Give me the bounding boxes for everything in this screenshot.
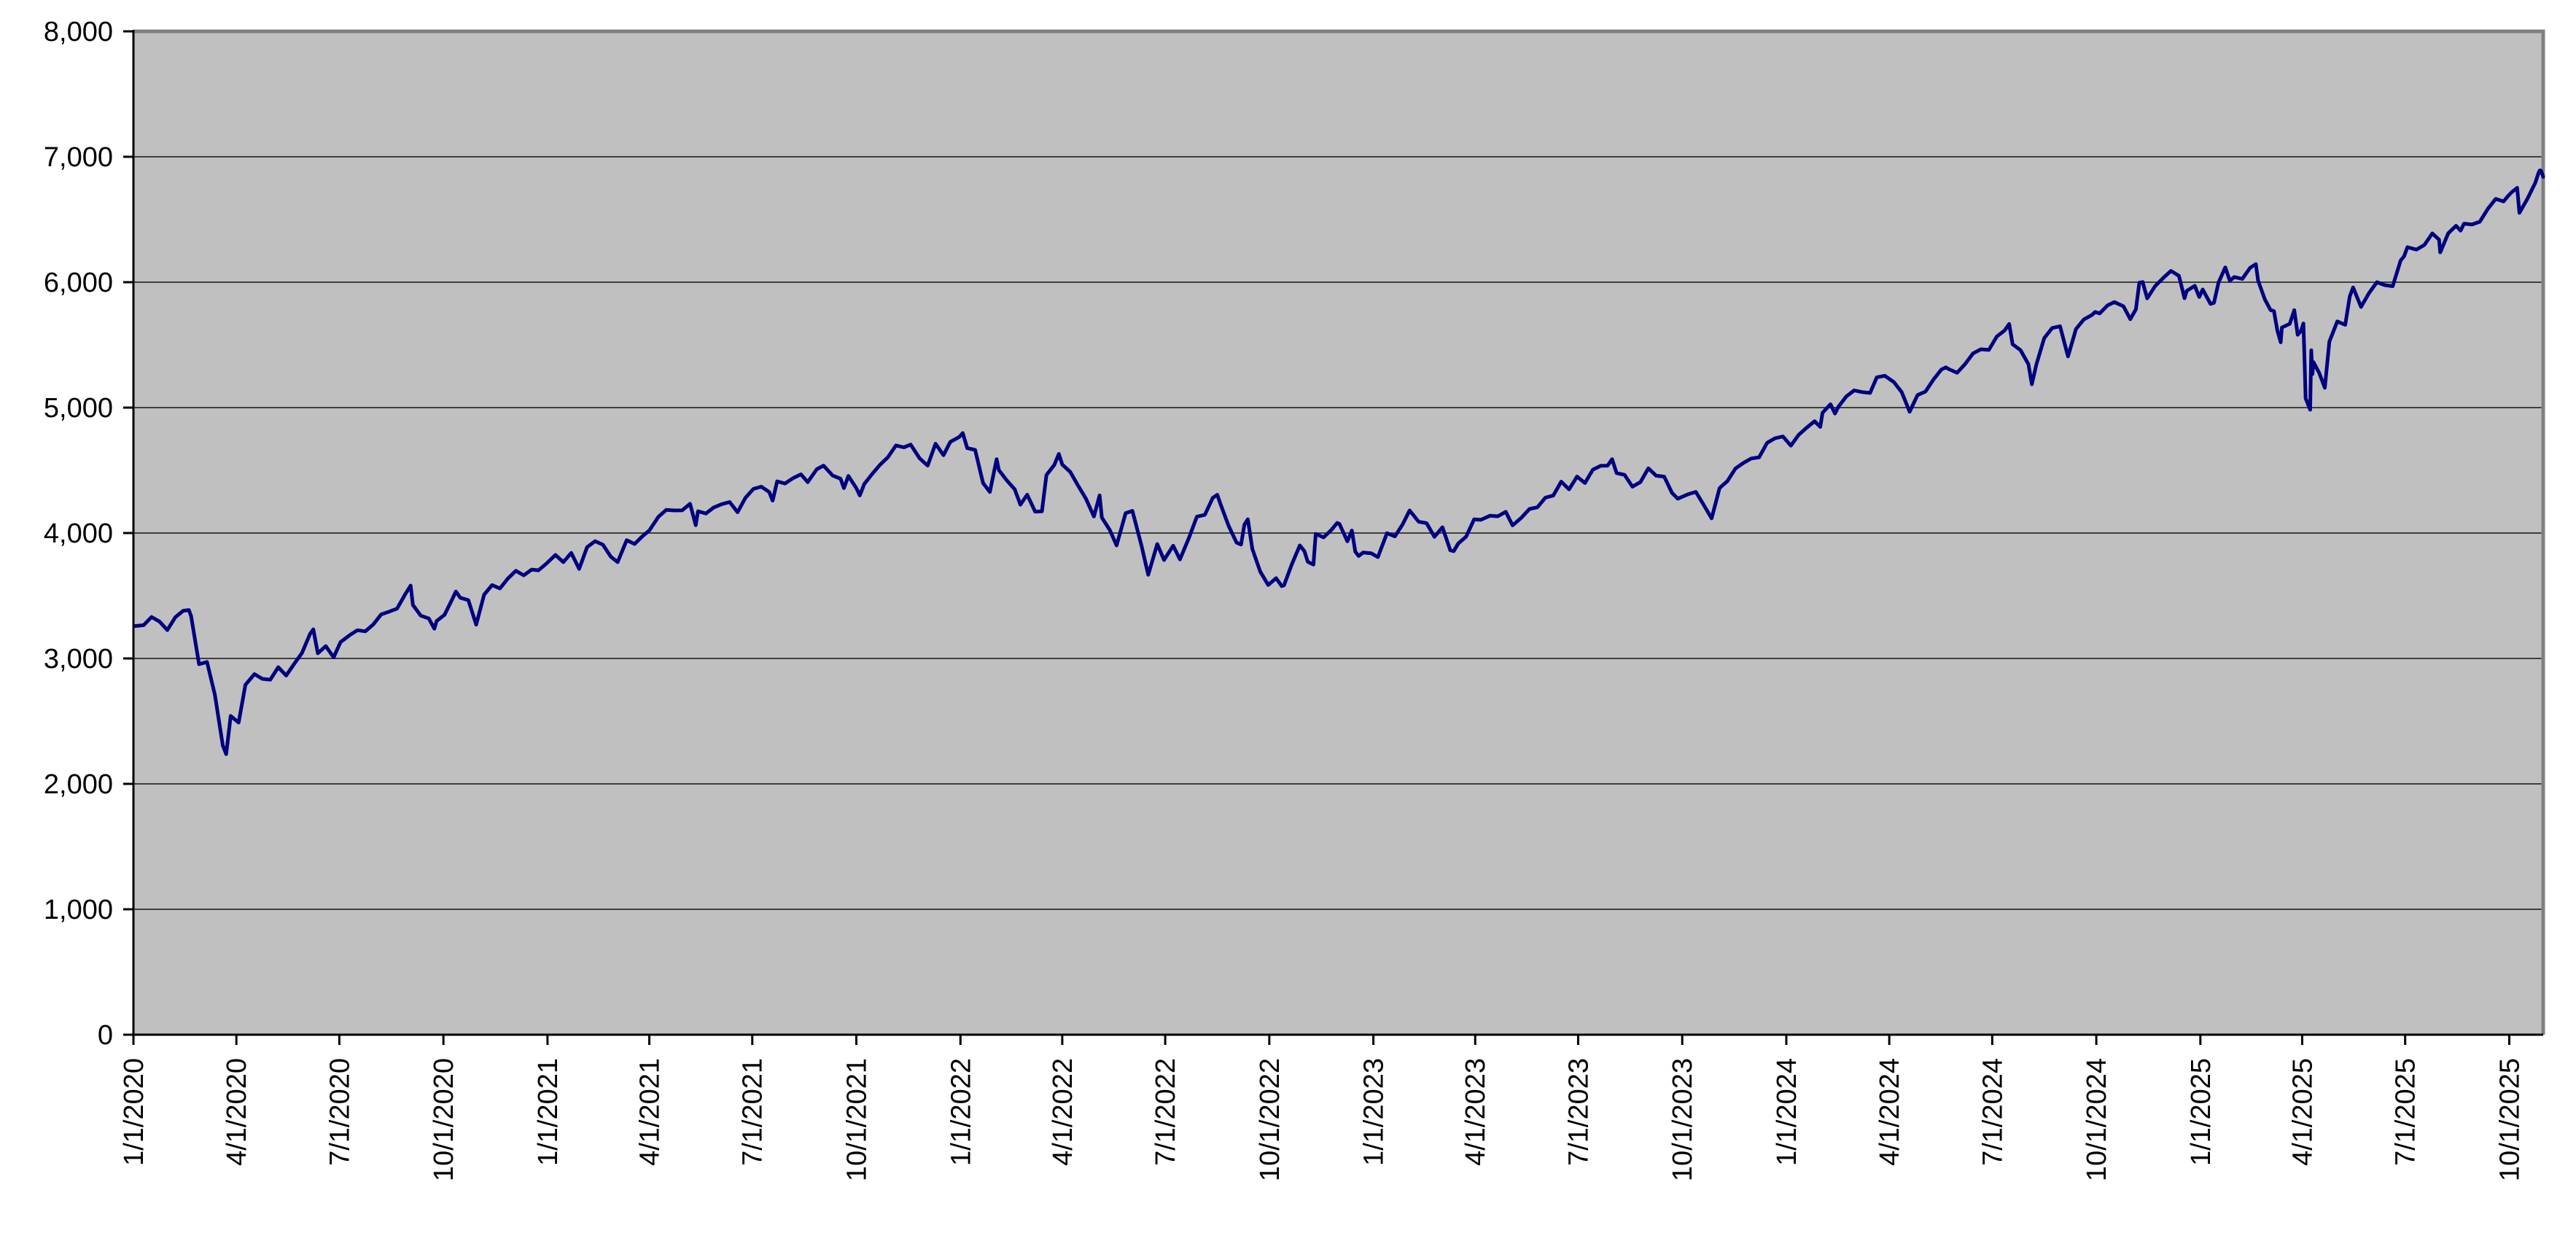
y-tick-label: 1,000 (44, 895, 113, 925)
x-tick-label: 4/1/2020 (222, 1058, 252, 1166)
x-tick-label: 7/1/2023 (1563, 1058, 1594, 1166)
x-tick-label: 7/1/2020 (324, 1058, 355, 1166)
y-tick-label: 4,000 (44, 518, 113, 549)
y-axis-labels: 0 1,000 2,000 3,000 4,000 5,000 6,000 7,000 8,00… (44, 17, 113, 1051)
x-tick-label: 1/1/2022 (946, 1058, 976, 1166)
x-tick-label: 7/1/2025 (2391, 1058, 2421, 1166)
plot-border (133, 29, 2545, 1035)
price-line (133, 168, 2545, 756)
x-tick-label: 1/1/2024 (1772, 1058, 1802, 1166)
x-tick-label: 10/1/2024 (2082, 1058, 2112, 1181)
x-tick-label: 4/1/2021 (635, 1058, 666, 1166)
x-tick-label: 1/1/2025 (2186, 1058, 2217, 1166)
x-tick-label: 7/1/2024 (1977, 1058, 2008, 1166)
x-tick-label: 4/1/2024 (1875, 1058, 1905, 1166)
y-tick-label: 8,000 (44, 17, 113, 47)
x-tick-label: 4/1/2023 (1460, 1058, 1491, 1166)
y-tick-label: 6,000 (44, 268, 113, 298)
x-tick-label: 10/1/2025 (2494, 1058, 2525, 1181)
y-tick-label: 5,000 (44, 393, 113, 424)
y-tick-label: 2,000 (44, 769, 113, 800)
x-tick-label: 10/1/2020 (429, 1058, 459, 1181)
y-tick-label: 7,000 (44, 142, 113, 173)
x-tick-label: 10/1/2022 (1255, 1058, 1285, 1181)
x-tick-label: 1/1/2020 (119, 1058, 149, 1166)
price-line-series (133, 168, 2545, 756)
x-tick-label: 10/1/2023 (1668, 1058, 1698, 1181)
x-tick-label: 10/1/2021 (842, 1058, 873, 1181)
y-tick-label: 0 (98, 1020, 113, 1051)
tick-marks (123, 30, 2510, 1045)
x-tick-label: 1/1/2023 (1359, 1058, 1390, 1166)
x-tick-label: 7/1/2022 (1151, 1058, 1181, 1166)
x-axis-labels: 1/1/2020 4/1/2020 7/1/2020 10/1/2020 1/1/202… (119, 1058, 2525, 1181)
x-tick-label: 1/1/2021 (533, 1058, 564, 1166)
y-tick-label: 3,000 (44, 644, 113, 674)
x-tick-label: 7/1/2021 (738, 1058, 768, 1166)
x-tick-label: 4/1/2025 (2288, 1058, 2319, 1166)
plot-border-line (133, 29, 2545, 1035)
x-tick-label: 4/1/2022 (1048, 1058, 1078, 1166)
